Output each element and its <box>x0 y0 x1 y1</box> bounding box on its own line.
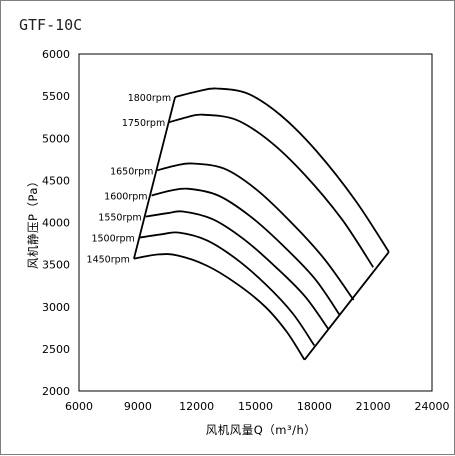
curve-label-1500rpm: 1500rpm <box>91 234 134 245</box>
rpm-curve-1650rpm <box>157 162 355 301</box>
curve-label-1750rpm: 1750rpm <box>122 118 165 129</box>
boundary-line-left <box>133 96 176 259</box>
y-axis-title: 风机静压P（Pa） <box>26 175 40 269</box>
x-tick-label: 15000 <box>238 400 273 413</box>
x-axis-title: 风机风量Q（m³/h） <box>206 423 317 437</box>
chart-title: GTF-10C <box>19 16 82 34</box>
y-tick-labels: 2000 2500 3000 3500 4000 4500 5000 5500 6000 <box>42 48 70 398</box>
y-tick-label: 4500 <box>42 174 70 187</box>
rpm-curves <box>133 87 390 361</box>
y-tick-label: 3500 <box>42 259 70 272</box>
curve-label-1450rpm: 1450rpm <box>87 255 130 266</box>
y-tick-label: 6000 <box>42 48 70 61</box>
x-tick-labels: 6000 9000 12000 15000 18000 21000 24000 <box>65 400 450 413</box>
plot-area <box>78 53 433 392</box>
rpm-curve-1800rpm <box>174 87 390 253</box>
x-tick-label: 18000 <box>297 400 332 413</box>
y-tick-label: 3000 <box>42 301 70 314</box>
y-tick-label: 5000 <box>42 132 70 145</box>
rpm-curve-1600rpm <box>151 187 341 316</box>
curve-labels: 1450rpm 1500rpm 1550rpm 1600rpm 1650rpm 1750r… <box>87 93 172 266</box>
x-tick-label: 24000 <box>415 400 450 413</box>
curve-label-1650rpm: 1650rpm <box>110 166 153 177</box>
boundary-line-right <box>303 251 390 361</box>
curve-label-1800rpm: 1800rpm <box>128 93 171 104</box>
curve-label-1600rpm: 1600rpm <box>104 192 147 203</box>
x-tick-label: 6000 <box>65 400 93 413</box>
rpm-curve-1450rpm <box>133 253 306 361</box>
y-tick-label: 2500 <box>42 343 70 356</box>
boundary-lines <box>133 96 390 361</box>
x-tick-label: 12000 <box>179 400 214 413</box>
y-tick-label: 2000 <box>42 385 70 398</box>
rpm-curve-1500rpm <box>138 231 316 347</box>
curve-label-1550rpm: 1550rpm <box>98 213 141 224</box>
rpm-curve-1750rpm <box>168 113 374 268</box>
y-tick-label: 5500 <box>42 90 70 103</box>
x-tick-label: 9000 <box>124 400 152 413</box>
x-tick-label: 21000 <box>356 400 391 413</box>
y-tick-label: 4000 <box>42 217 70 230</box>
rpm-curve-1550rpm <box>145 210 329 330</box>
